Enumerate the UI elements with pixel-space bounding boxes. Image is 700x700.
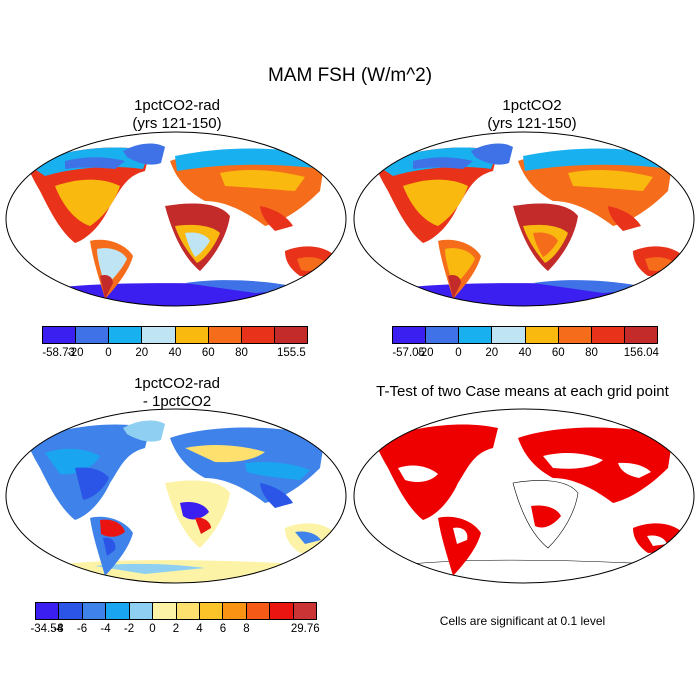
australia [633, 523, 683, 553]
cbar-diff-label-9: 8 [243, 623, 250, 635]
panel4-title: T-Test of two Case means at each grid po… [376, 383, 669, 400]
cbar-top-left-label-3: 20 [135, 347, 149, 359]
cbar-top-right-label-7: 156.04 [623, 347, 659, 359]
colorbar-top-right-labels: -57.05 -20 0 20 40 60 80 156.04 [392, 347, 659, 361]
north-america [27, 420, 165, 520]
cbar-top-left-swatch-7 [274, 327, 307, 343]
australia [285, 246, 335, 276]
cbar-diff-label-4: -2 [123, 623, 135, 635]
cbar-top-right-label-2: 0 [455, 347, 462, 359]
africa [165, 203, 230, 271]
cbar-top-left-swatch-0 [43, 327, 77, 343]
cbar-top-left-label-0: -58.73 [42, 347, 75, 359]
cbar-top-right-label-5: 60 [551, 347, 565, 359]
colorbar-top-left [42, 326, 308, 344]
cbar-top-right-swatch-6 [591, 327, 625, 343]
colorbar-difference [35, 602, 317, 620]
eurasia [170, 427, 325, 508]
cbar-top-left-swatch-6 [241, 327, 275, 343]
cbar-top-right-swatch-1 [426, 327, 460, 343]
cbar-top-left-swatch-4 [175, 327, 209, 343]
cbar-top-left-label-1: -20 [66, 347, 84, 359]
panel2-title: 1pctCO2 [502, 97, 562, 114]
cbar-top-right-swatch-3 [492, 327, 526, 343]
cbar-diff-swatch-5 [153, 603, 177, 619]
cbar-top-left-label-7: 155.5 [276, 347, 306, 359]
eurasia [170, 148, 325, 231]
cbar-diff-label-8: 6 [219, 623, 227, 635]
cbar-top-right-swatch-2 [459, 327, 493, 343]
cbar-top-right-label-6: 80 [585, 347, 598, 359]
cbar-diff-swatch-9 [246, 603, 271, 619]
australia [285, 523, 335, 553]
cbar-diff-swatch-7 [199, 603, 224, 619]
cbar-diff-label-0: -34.54 [30, 623, 64, 635]
cbar-top-left-swatch-3 [142, 327, 176, 343]
cbar-diff-swatch-8 [223, 603, 247, 619]
australia [633, 246, 683, 276]
cbar-top-left-swatch-5 [208, 327, 242, 343]
antarctica [6, 280, 346, 306]
antarctica [354, 559, 694, 583]
south-america [90, 239, 133, 299]
cbar-diff-swatch-6 [176, 603, 200, 619]
cbar-diff-swatch-4 [129, 603, 154, 619]
north-america [375, 424, 498, 520]
panel1-subtitle: (yrs 121-150) [132, 115, 222, 132]
cbar-top-left-label-6: 80 [235, 347, 248, 359]
cbar-diff-swatch-10 [270, 603, 294, 619]
cbar-diff-label-3: -4 [100, 623, 111, 635]
antarctica [354, 280, 694, 306]
africa [512, 480, 579, 549]
cbar-diff-swatch-1 [59, 603, 83, 619]
map-1pctco2-rad [5, 131, 347, 307]
panel1-title: 1pctCO2-rad [134, 97, 220, 114]
eurasia [518, 427, 673, 503]
panel3-title: 1pctCO2-rad [134, 375, 220, 392]
figure-title: MAM FSH (W/m^2) [267, 65, 433, 86]
eurasia [518, 148, 673, 231]
cbar-diff-label-5: 0 [149, 623, 156, 635]
cbar-diff-swatch-11 [293, 603, 317, 619]
africa [513, 203, 578, 271]
north-america [27, 143, 165, 243]
colorbar-top-left-labels: -58.73 -20 0 20 40 60 80 155.5 [42, 347, 308, 361]
cbar-diff-label-2: -6 [76, 623, 88, 635]
map-ttest-significance [353, 408, 695, 584]
cbar-top-right-swatch-0 [393, 327, 427, 343]
south-america [438, 516, 481, 576]
cbar-top-left-label-4: 40 [168, 347, 182, 359]
cbar-top-left-swatch-1 [76, 327, 110, 343]
cbar-top-left-label-5: 60 [201, 347, 215, 359]
map-1pctco2 [353, 131, 695, 307]
cbar-diff-swatch-0 [36, 603, 60, 619]
cbar-diff-label-10: 29.76 [290, 623, 320, 635]
colorbar-difference-labels: -34.54 -8 -6 -4 -2 0 2 4 6 8 29.76 [30, 623, 320, 637]
cbar-top-right-label-3: 20 [485, 347, 499, 359]
cbar-diff-label-7: 4 [196, 623, 203, 635]
map-difference [5, 408, 347, 584]
panel3-subtitle: - 1pctCO2 [142, 393, 212, 410]
africa [165, 480, 230, 548]
south-america [90, 516, 133, 576]
cbar-top-right-label-0: -57.05 [392, 347, 425, 359]
cbar-top-right-swatch-7 [624, 327, 657, 343]
south-america [438, 239, 481, 299]
cbar-top-left-label-2: 0 [105, 347, 112, 359]
cbar-top-right-swatch-4 [525, 327, 559, 343]
cbar-top-left-swatch-2 [109, 327, 143, 343]
north-america [375, 143, 513, 243]
cbar-top-right-label-1: -20 [416, 347, 434, 359]
cbar-diff-swatch-2 [82, 603, 107, 619]
cbar-diff-label-6: 2 [172, 623, 180, 635]
significance-note: Cells are significant at 0.1 level [439, 614, 606, 628]
colorbar-top-right [392, 326, 658, 344]
cbar-top-right-label-4: 40 [518, 347, 532, 359]
cbar-top-right-swatch-5 [558, 327, 592, 343]
cbar-diff-swatch-3 [106, 603, 130, 619]
panel2-subtitle: (yrs 121-150) [487, 115, 577, 132]
antarctica [6, 560, 346, 583]
cbar-diff-label-1: -8 [53, 623, 64, 635]
